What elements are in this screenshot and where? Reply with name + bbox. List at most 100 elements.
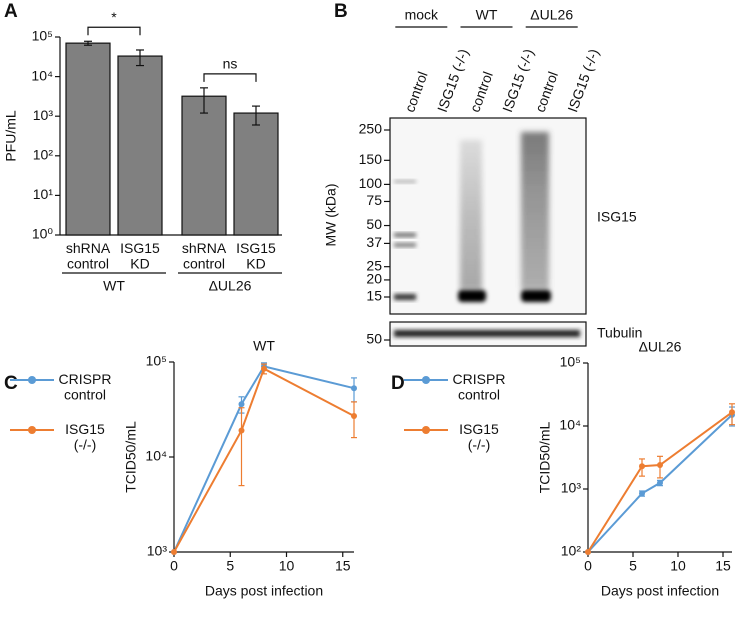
mw-label: 250 (359, 121, 383, 137)
legend-marker (422, 376, 430, 384)
blot-band (394, 294, 416, 300)
series-line (587, 414, 733, 553)
data-point (261, 365, 267, 372)
significance-label: * (111, 9, 117, 25)
blot-band (394, 180, 416, 183)
y-tick-label: 10⁴ (145, 448, 167, 464)
mw-label: 37 (366, 234, 382, 250)
x-tick-label: 10 (279, 558, 295, 574)
significance-bracket (87, 26, 141, 36)
bar (233, 112, 279, 236)
blot-label: ISG15 (597, 209, 637, 225)
y-tick-label: 10⁴ (559, 417, 581, 433)
data-point (639, 463, 645, 470)
significance-bracket (203, 73, 257, 82)
x-tick-label: shRNA control (182, 240, 227, 271)
legend-label: CRISPR control (453, 371, 506, 402)
y-tick-label: 10³ (561, 480, 582, 496)
significance-label: ns (223, 56, 238, 72)
lane-label: control (532, 69, 561, 114)
data-point (657, 462, 663, 469)
blot-band (394, 330, 580, 337)
data-point (585, 549, 591, 555)
mw-label: 50 (366, 216, 382, 232)
panel-label: C (4, 373, 18, 394)
chart-title: WT (253, 338, 275, 354)
mw-label: 100 (359, 175, 383, 191)
data-point (351, 413, 357, 420)
y-axis-label: TCID50/mL (537, 422, 553, 494)
series-line (173, 367, 355, 553)
chart-title: ΔUL26 (639, 339, 682, 355)
series-line (587, 411, 733, 553)
y-tick-label: 10⁴ (31, 67, 53, 83)
panel-label: D (391, 373, 405, 394)
y-axis-label: PFU/mL (3, 110, 19, 162)
blot-group-label: mock (405, 7, 439, 23)
x-tick-label: 5 (629, 558, 637, 574)
data-point (238, 401, 245, 408)
blot-image (389, 117, 587, 347)
legend-label: CRISPR control (59, 371, 112, 402)
blot-band (458, 290, 486, 302)
data-point (657, 479, 663, 486)
x-tick-label: 0 (584, 558, 592, 574)
mw-label: 150 (359, 151, 383, 167)
x-tick-label: 5 (226, 558, 234, 574)
x-tick-label: ISG15 KD (236, 240, 276, 271)
lane-label: control (466, 69, 495, 114)
mw-label: 15 (366, 288, 382, 304)
lane-label: ISG15 (-/-) (564, 47, 602, 115)
blot-band (521, 290, 551, 302)
y-tick-label: 10¹ (33, 186, 54, 202)
x-tick-label: 15 (335, 558, 351, 574)
mw-label: 75 (366, 192, 382, 208)
blot-group-label: WT (476, 7, 498, 23)
data-point (639, 490, 645, 497)
data-point (238, 427, 245, 434)
y-tick-label: 10⁵ (560, 354, 581, 370)
blot-axis-label: MW (kDa) (323, 184, 339, 247)
x-tick-label: shRNA control (66, 240, 111, 271)
blot-band (394, 233, 416, 237)
y-axis-label: TCID50/mL (123, 421, 139, 493)
lane-label: ISG15 (-/-) (499, 47, 537, 115)
legend-marker (422, 426, 430, 434)
x-axis-label: Days post infection (601, 583, 719, 599)
data-point (351, 385, 357, 392)
legend-label: ISG15 (-/-) (65, 421, 105, 452)
mw-label: 20 (366, 271, 382, 287)
panel-label: A (4, 1, 18, 22)
legend-marker (28, 426, 36, 434)
y-tick-label: 10⁵ (146, 353, 167, 369)
lane-label: ISG15 (-/-) (434, 47, 472, 115)
y-tick-label: 10³ (33, 107, 54, 123)
x-tick-label: ISG15 KD (120, 240, 160, 271)
bar (181, 95, 227, 236)
blot-frame (389, 117, 587, 315)
data-point (171, 549, 177, 555)
panel-label: B (334, 1, 348, 22)
data-point (729, 409, 735, 416)
x-axis-label: Days post infection (205, 583, 323, 599)
bar (65, 42, 111, 236)
bar (117, 55, 163, 236)
legend-label: ISG15 (-/-) (459, 421, 499, 452)
blot-band (394, 243, 416, 247)
group-label: WT (103, 278, 125, 294)
blot-smear (460, 140, 482, 290)
x-tick-label: 15 (715, 558, 731, 574)
group-label: ΔUL26 (209, 278, 252, 294)
mw-label: 50 (366, 331, 382, 347)
mw-label: 25 (366, 257, 382, 273)
x-tick-label: 0 (170, 558, 178, 574)
x-tick-label: 10 (670, 558, 686, 574)
blot-smear (521, 132, 549, 290)
y-tick-label: 10² (33, 147, 54, 163)
blot-group-label: ΔUL26 (530, 7, 573, 23)
y-tick-label: 10² (561, 543, 582, 559)
blot-label: Tubulin (597, 325, 642, 341)
series-line (173, 365, 355, 553)
